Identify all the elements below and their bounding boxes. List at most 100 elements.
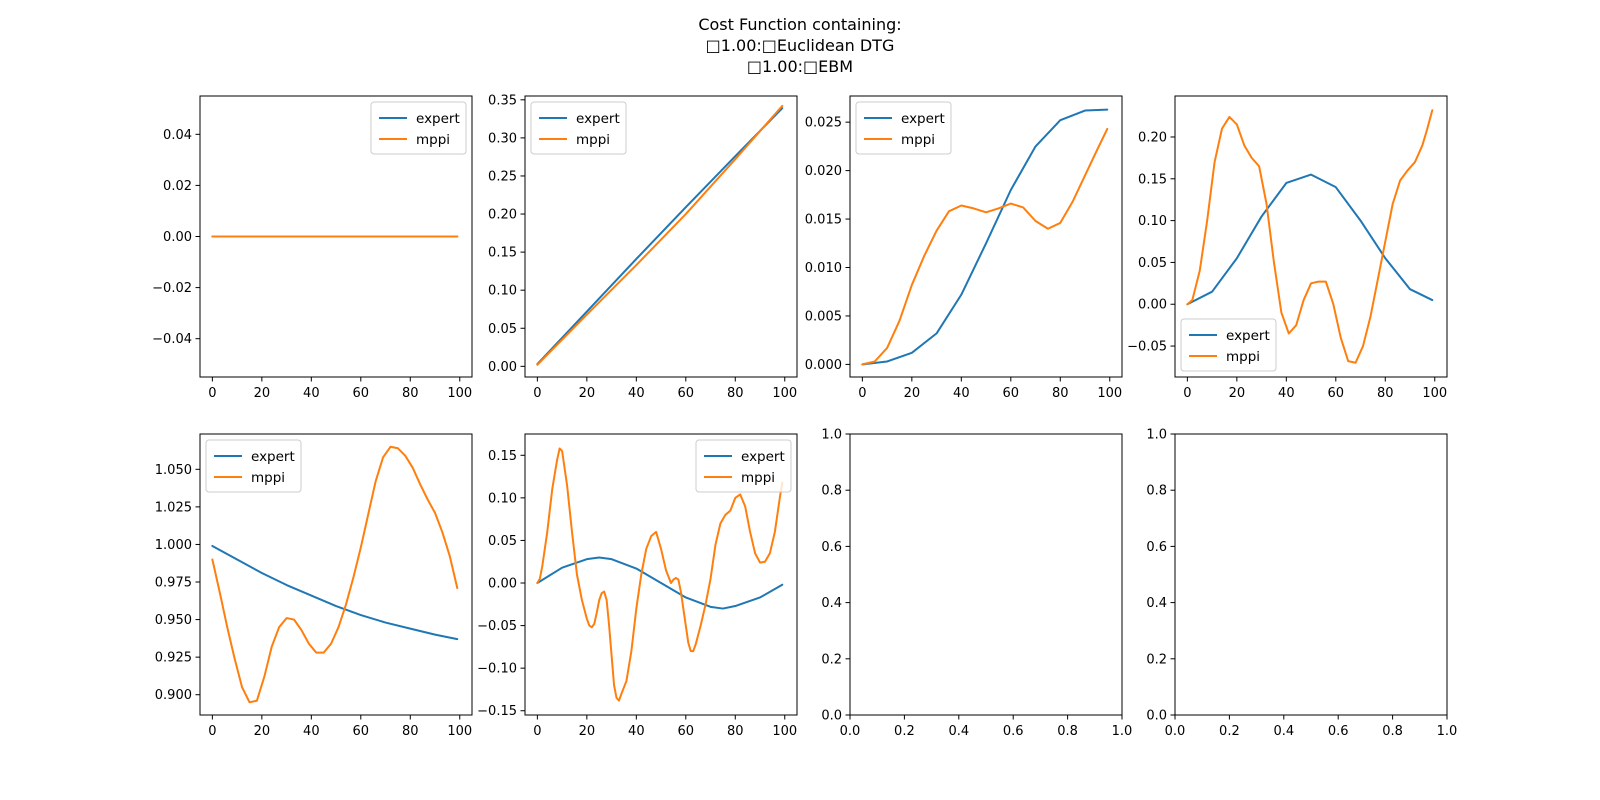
subplot-6-xtick-label: 20 xyxy=(579,724,596,739)
subplot-5-xtick-label: 80 xyxy=(402,724,419,739)
subplot-7-xtick-label: 0.8 xyxy=(1057,724,1078,739)
subplot-2-xtick-label: 40 xyxy=(628,386,645,401)
subplot-6-xtick-label: 80 xyxy=(727,724,744,739)
subplot-1-xtick-label: 60 xyxy=(353,386,370,401)
subplot-3-xtick-label: 100 xyxy=(1097,386,1122,401)
legend-box xyxy=(695,439,792,493)
legend-box xyxy=(530,101,627,155)
subplot-7-xtick-label: 0.4 xyxy=(948,724,969,739)
subplot-2-legend: expert mppi xyxy=(530,101,627,155)
subplot-3-xtick-label: 80 xyxy=(1052,386,1069,401)
subplot-7-xtick-label: 0.6 xyxy=(1003,724,1024,739)
figure-title-line-1: Cost Function containing: xyxy=(698,15,901,34)
subplot-3-ytick-label: 0.000 xyxy=(805,358,842,373)
subplot-6-legend: expert mppi xyxy=(695,439,792,493)
subplot-6-frame xyxy=(524,433,798,716)
subplot-5: 0 20 40 60 80 100 0.900 0.925 0.950 0.975 1.000 1.0… xyxy=(155,433,473,739)
subplot-7-ytick-label: 0.2 xyxy=(821,652,842,667)
subplot-6-ytick-label: 0.00 xyxy=(488,577,517,592)
subplot-5-ytick-label: 0.900 xyxy=(155,688,192,703)
legend-label-mppi: mppi xyxy=(1226,349,1260,365)
subplot-8-ytick-label: 1.0 xyxy=(1146,428,1167,443)
subplot-4-series-expert-line xyxy=(1186,173,1434,306)
subplot-4-ytick-label: −0.05 xyxy=(1127,340,1167,355)
subplot-2-ytick-label: 0.10 xyxy=(488,284,517,299)
subplot-2-ytick-label: 0.20 xyxy=(488,208,517,223)
subplot-8-frame xyxy=(1174,433,1448,716)
subplot-4-frame xyxy=(1174,95,1448,378)
subplot-1-xtick-label: 40 xyxy=(303,386,320,401)
legend-box xyxy=(855,101,952,155)
subplot-2-series-expert-line xyxy=(536,107,784,366)
subplot-8-xtick-label: 0.8 xyxy=(1382,724,1403,739)
legend-label-expert: expert xyxy=(1226,328,1270,344)
subplot-8-xtick-label: 0.0 xyxy=(1165,724,1186,739)
figure-title-line-2: □1.00:□Euclidean DTG xyxy=(706,36,895,55)
legend-label-mppi: mppi xyxy=(741,470,775,486)
subplot-5-xtick-label: 60 xyxy=(353,724,370,739)
subplot-6-ytick-label: −0.10 xyxy=(477,662,517,677)
legend-label-expert: expert xyxy=(901,111,945,127)
subplot-5-ytick-label: 1.000 xyxy=(155,538,192,553)
subplot-8-ytick-label: 0.8 xyxy=(1146,484,1167,499)
subplot-8-ytick-label: 0.4 xyxy=(1146,596,1167,611)
subplot-5-ytick-label: 0.975 xyxy=(155,576,192,591)
subplot-7-ytick-label: 1.0 xyxy=(821,428,842,443)
subplot-2-frame xyxy=(524,95,798,378)
legend-label-mppi: mppi xyxy=(901,132,935,148)
subplot-2-ytick-label: 0.25 xyxy=(488,169,517,184)
subplot-2-ytick-label: 0.35 xyxy=(488,93,517,108)
subplot-1-legend: expert mppi xyxy=(370,101,467,155)
subplot-6-ytick-label: −0.05 xyxy=(477,619,517,634)
subplot-7-xtick-label: 1.0 xyxy=(1112,724,1133,739)
legend-box xyxy=(1180,318,1277,372)
subplot-1-ytick-label: −0.02 xyxy=(152,281,192,296)
legend-label-mppi: mppi xyxy=(576,132,610,148)
subplot-2-ytick-label: 0.00 xyxy=(488,360,517,375)
subplot-5-xtick-label: 100 xyxy=(447,724,472,739)
subplot-2: 0 20 40 60 80 100 0.00 0.05 0.10 0.15 0.20 0.25 0.30… xyxy=(488,93,798,401)
legend-label-expert: expert xyxy=(741,449,785,465)
subplot-3-ytick-label: 0.020 xyxy=(805,164,842,179)
subplot-8-ytick-label: 0.2 xyxy=(1146,652,1167,667)
subplot-4: 0 20 40 60 80 100 −0.05 0.00 0.05 0.10 0.15 0.20 exp… xyxy=(1127,95,1448,401)
subplot-4-xtick-label: 20 xyxy=(1229,386,1246,401)
subplot-5-series-expert-line xyxy=(211,544,459,641)
subplot-4-ytick-label: 0.20 xyxy=(1138,130,1167,145)
subplot-4-series-mppi-line xyxy=(1186,109,1434,364)
subplot-1-xtick-label: 0 xyxy=(208,386,216,401)
subplot-2-xtick-label: 0 xyxy=(533,386,541,401)
subplot-6-ytick-label: 0.15 xyxy=(488,449,517,464)
subplot-1-xtick-label: 20 xyxy=(254,386,271,401)
subplot-6-ytick-label: 0.05 xyxy=(488,534,517,549)
subplot-5-legend: expert mppi xyxy=(205,439,302,493)
figure-title-line-3: □1.00:□EBM xyxy=(747,57,853,76)
subplot-3-xtick-label: 0 xyxy=(858,386,866,401)
legend-label-mppi: mppi xyxy=(416,132,450,148)
subplot-7-frame xyxy=(849,433,1123,716)
subplot-4-legend: expert mppi xyxy=(1180,318,1277,372)
subplot-3-ytick-label: 0.025 xyxy=(805,116,842,131)
subplot-7-xtick-label: 0.0 xyxy=(840,724,861,739)
subplot-3-xtick-label: 60 xyxy=(1003,386,1020,401)
subplot-5-xtick-label: 20 xyxy=(254,724,271,739)
subplot-grid: 0 20 40 60 80 100−0.04−0.020.000.020.04expert… xyxy=(152,93,1457,739)
subplot-1-ytick-label: 0.00 xyxy=(163,230,192,245)
subplot-5-ytick-label: 0.950 xyxy=(155,613,192,628)
subplot-5-xtick-label: 0 xyxy=(208,724,216,739)
legend-label-expert: expert xyxy=(416,111,460,127)
subplot-5-xtick-label: 40 xyxy=(303,724,320,739)
subplot-1-xtick-label: 80 xyxy=(402,386,419,401)
subplot-4-ytick-label: 0.00 xyxy=(1138,298,1167,313)
subplot-2-ytick-label: 0.15 xyxy=(488,246,517,261)
subplot-2-xtick-label: 100 xyxy=(772,386,797,401)
subplot-3: 0 20 40 60 80 100 0.000 0.005 0.010 0.015 0.020 0.0… xyxy=(805,95,1123,401)
subplot-4-xtick-label: 60 xyxy=(1328,386,1345,401)
subplot-3-ytick-label: 0.010 xyxy=(805,261,842,276)
subplot-3-legend: expert mppi xyxy=(855,101,952,155)
subplot-1-ytick-label: 0.02 xyxy=(163,179,192,194)
subplot-2-xtick-label: 80 xyxy=(727,386,744,401)
subplot-7-ytick-label: 0.4 xyxy=(821,596,842,611)
legend-label-expert: expert xyxy=(576,111,620,127)
subplot-8-ytick-label: 0.6 xyxy=(1146,540,1167,555)
